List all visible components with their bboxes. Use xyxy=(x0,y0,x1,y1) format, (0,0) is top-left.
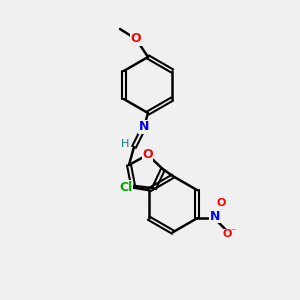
Text: ⁻: ⁻ xyxy=(231,227,236,237)
Text: O: O xyxy=(131,32,141,46)
Text: O: O xyxy=(217,198,226,208)
Text: Cl: Cl xyxy=(119,181,132,194)
Text: O: O xyxy=(223,229,232,239)
Text: O: O xyxy=(142,148,153,161)
Text: H: H xyxy=(121,139,129,149)
Text: N: N xyxy=(139,121,149,134)
Text: N: N xyxy=(210,210,220,223)
